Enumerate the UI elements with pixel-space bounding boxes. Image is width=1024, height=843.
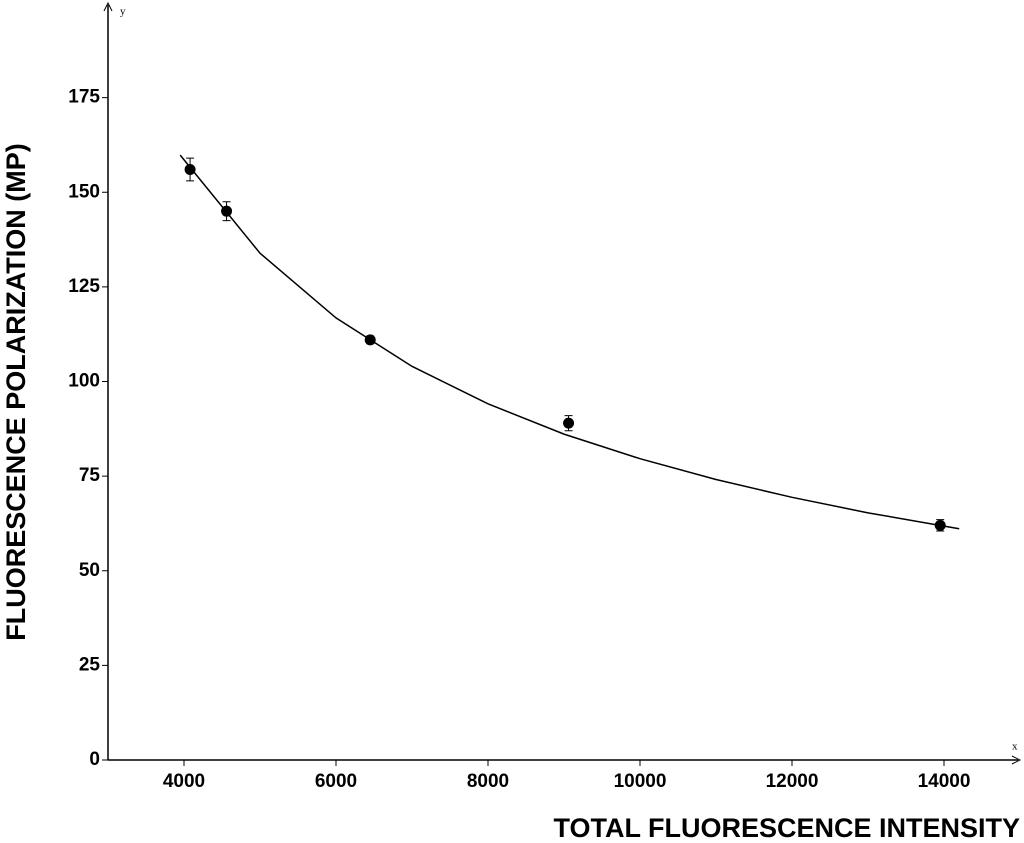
- x-tick-label: 6000: [315, 771, 357, 792]
- y-axis-name: y: [120, 6, 126, 18]
- y-tick-label: 0: [89, 749, 100, 770]
- x-tick-label: 14000: [918, 771, 971, 792]
- x-tick-label: 8000: [467, 771, 509, 792]
- data-point: [221, 205, 233, 217]
- data-point: [184, 164, 196, 176]
- y-tick-label: 125: [68, 276, 100, 297]
- y-tick-label: 75: [79, 465, 101, 486]
- x-axis-name: x: [1012, 741, 1018, 753]
- y-arrow: [103, 1, 113, 12]
- x-tick-label: 4000: [163, 771, 205, 792]
- x-tick-label: 12000: [766, 771, 819, 792]
- data-point: [364, 334, 376, 346]
- y-tick-label: 25: [79, 654, 101, 675]
- x-arrow: [1011, 755, 1022, 765]
- y-tick-label: 100: [68, 371, 100, 392]
- data-point: [934, 519, 946, 531]
- x-axis-title: TOTAL FLUORESCENCE INTENSITY: [553, 813, 1020, 843]
- data-point: [563, 417, 575, 429]
- y-tick-label: 50: [79, 560, 100, 581]
- y-tick-label: 175: [68, 87, 100, 108]
- fit-curve: [179, 154, 960, 530]
- x-tick-label: 10000: [614, 771, 667, 792]
- y-axis-title: FLUORESCENCE POLARIZATION (MP): [1, 143, 31, 640]
- y-tick-label: 150: [68, 181, 100, 202]
